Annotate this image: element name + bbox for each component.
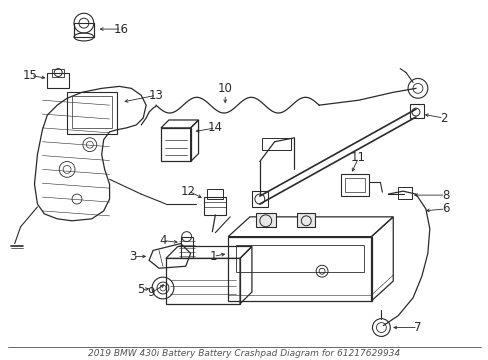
Text: 15: 15 bbox=[23, 69, 38, 82]
Bar bbox=[74, 23, 94, 37]
Bar bbox=[340, 174, 368, 196]
Bar bbox=[255, 213, 275, 227]
Text: 13: 13 bbox=[148, 89, 163, 102]
Bar bbox=[47, 73, 69, 88]
Text: 1: 1 bbox=[209, 250, 217, 263]
Text: 8: 8 bbox=[441, 189, 448, 202]
Bar bbox=[207, 189, 223, 199]
Text: 2: 2 bbox=[439, 112, 447, 125]
Bar bbox=[52, 69, 64, 77]
Text: 10: 10 bbox=[217, 82, 232, 95]
Bar bbox=[181, 237, 192, 258]
Bar bbox=[67, 92, 116, 134]
Text: 9: 9 bbox=[147, 287, 155, 300]
Text: 16: 16 bbox=[114, 23, 129, 36]
Bar bbox=[261, 138, 291, 150]
Text: 5: 5 bbox=[137, 283, 144, 297]
Bar bbox=[236, 244, 363, 272]
Text: 2019 BMW 430i Battery Battery Crashpad Diagram for 61217629934: 2019 BMW 430i Battery Battery Crashpad D… bbox=[88, 349, 399, 358]
Bar bbox=[72, 96, 111, 128]
Text: 7: 7 bbox=[413, 321, 421, 334]
Bar bbox=[397, 187, 411, 199]
Text: 3: 3 bbox=[129, 250, 137, 263]
Bar bbox=[204, 197, 226, 215]
Text: 6: 6 bbox=[441, 202, 448, 215]
Bar bbox=[409, 104, 423, 118]
Text: 12: 12 bbox=[181, 185, 196, 198]
Text: 11: 11 bbox=[350, 151, 366, 164]
Bar bbox=[297, 213, 315, 227]
Bar bbox=[251, 191, 267, 207]
Text: 4: 4 bbox=[159, 234, 166, 247]
Bar bbox=[344, 178, 364, 192]
Text: 14: 14 bbox=[207, 121, 223, 134]
